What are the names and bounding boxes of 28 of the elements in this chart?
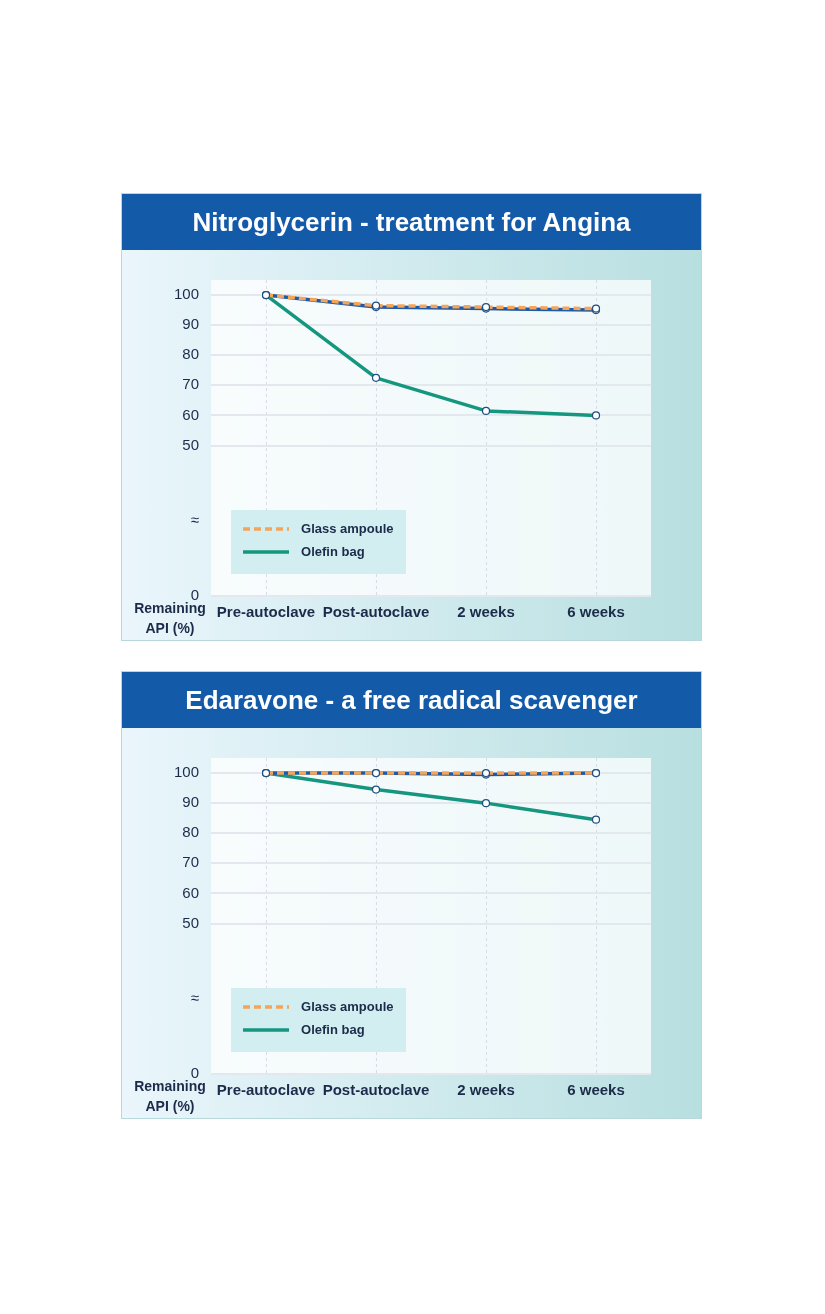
x-tick-label: Post-autoclave [322, 1081, 430, 1099]
y-tick-label: 90 [182, 315, 200, 333]
legend-label: Glass ampoule [301, 520, 394, 536]
y-tick-label: 100 [174, 763, 200, 781]
chart-title: Nitroglycerin - treatment for Angina [122, 194, 701, 250]
chart-title: Edaravone - a free radical scavenger [122, 672, 701, 728]
legend-label: Olefin bag [301, 1021, 365, 1037]
y-tick-label: 70 [182, 853, 200, 871]
y-tick-label: 80 [182, 823, 200, 841]
x-tick-label: Pre-autoclave [216, 1081, 316, 1099]
legend-label: Glass ampoule [301, 998, 394, 1014]
legend-label: Olefin bag [301, 543, 365, 559]
y-tick-label: 60 [182, 405, 200, 423]
x-tick-label: Pre-autoclave [216, 603, 316, 621]
y-tick-label: 50 [182, 435, 200, 453]
y-tick-label: 70 [182, 375, 200, 393]
y-tick-label: 90 [182, 793, 200, 811]
x-tick-label: 6 weeks [567, 1081, 625, 1099]
y-tick-label: 50 [182, 913, 200, 931]
y-tick-label: 80 [182, 345, 200, 363]
y-tick-label: 60 [182, 883, 200, 901]
y-tick-label: ≈ [190, 988, 200, 1006]
x-tick-label: 2 weeks [457, 1081, 515, 1099]
x-tick-label: Post-autoclave [322, 603, 430, 621]
y-tick-label: ≈ [190, 510, 200, 528]
x-tick-label: 6 weeks [567, 603, 625, 621]
x-tick-label: 2 weeks [457, 603, 515, 621]
y-tick-label: 100 [174, 285, 200, 303]
